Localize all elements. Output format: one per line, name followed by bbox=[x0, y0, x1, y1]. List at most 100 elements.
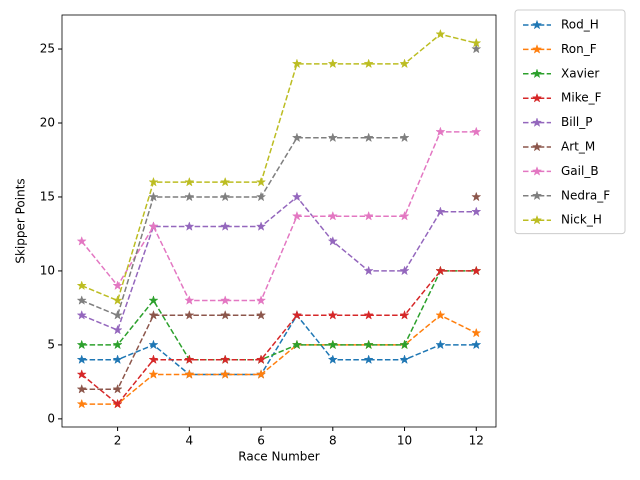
series-line bbox=[81, 270, 477, 361]
point-marker bbox=[399, 132, 410, 143]
point-marker bbox=[220, 309, 231, 320]
legend-marker bbox=[531, 141, 543, 152]
point-marker bbox=[76, 383, 87, 394]
x-tick-label: 6 bbox=[257, 434, 265, 448]
point-marker bbox=[148, 354, 159, 365]
x-tick-label: 8 bbox=[329, 434, 337, 448]
x-axis-label: Race Number bbox=[238, 450, 319, 464]
legend-marker bbox=[531, 166, 543, 176]
point-marker bbox=[184, 295, 195, 305]
point-marker bbox=[220, 221, 231, 231]
legend-marker bbox=[531, 92, 543, 103]
point-marker bbox=[327, 235, 338, 246]
point-marker bbox=[327, 339, 338, 350]
point-marker bbox=[471, 43, 482, 54]
point-marker bbox=[220, 295, 231, 305]
point-marker bbox=[255, 221, 267, 231]
legend-label: Rod_H bbox=[561, 18, 599, 32]
point-marker bbox=[291, 339, 303, 350]
legend-marker bbox=[531, 44, 543, 54]
point-marker bbox=[220, 191, 231, 202]
legend-label: Ron_F bbox=[561, 42, 597, 56]
point-marker bbox=[471, 206, 482, 217]
point-marker bbox=[148, 191, 159, 202]
point-marker bbox=[471, 191, 482, 202]
point-marker bbox=[435, 126, 446, 137]
point-marker bbox=[363, 354, 374, 365]
legend-label: Art_M bbox=[561, 140, 595, 154]
point-marker bbox=[435, 265, 446, 276]
legend-marker bbox=[531, 68, 543, 79]
point-marker bbox=[184, 309, 195, 320]
point-marker bbox=[471, 126, 482, 137]
point-marker bbox=[363, 210, 374, 221]
series-line bbox=[81, 314, 477, 376]
point-marker bbox=[184, 354, 195, 365]
point-marker bbox=[255, 191, 267, 202]
point-marker bbox=[435, 339, 446, 350]
y-tick-label: 5 bbox=[47, 337, 55, 351]
point-marker bbox=[76, 354, 87, 365]
point-marker bbox=[471, 327, 482, 338]
legend-label: Nick_H bbox=[561, 213, 602, 227]
y-tick-label: 0 bbox=[47, 411, 55, 425]
point-marker bbox=[148, 221, 159, 231]
point-marker bbox=[76, 309, 87, 320]
point-marker bbox=[76, 295, 87, 305]
point-marker bbox=[363, 58, 374, 69]
legend-marker bbox=[531, 117, 543, 127]
x-tick-label: 10 bbox=[397, 434, 412, 448]
point-marker bbox=[363, 309, 374, 320]
legend-label: Mike_F bbox=[561, 91, 602, 105]
point-marker bbox=[291, 132, 303, 143]
point-marker bbox=[112, 339, 123, 350]
point-marker bbox=[291, 210, 303, 221]
point-marker bbox=[327, 309, 338, 320]
point-marker bbox=[399, 354, 410, 365]
point-marker bbox=[148, 369, 159, 379]
point-marker bbox=[184, 176, 195, 187]
point-marker bbox=[363, 339, 374, 350]
plot-frame bbox=[61, 14, 497, 428]
point-marker bbox=[255, 295, 267, 305]
point-marker bbox=[291, 309, 303, 320]
x-tick-label: 2 bbox=[114, 434, 122, 448]
point-marker bbox=[255, 354, 267, 365]
point-marker bbox=[112, 383, 123, 394]
point-marker bbox=[76, 398, 87, 409]
point-marker bbox=[291, 58, 303, 69]
point-marker bbox=[399, 309, 410, 320]
point-marker bbox=[112, 354, 123, 365]
series-line bbox=[81, 314, 477, 405]
legend-box bbox=[514, 9, 626, 235]
point-marker bbox=[112, 295, 123, 305]
point-marker bbox=[76, 369, 87, 379]
legend-marker bbox=[531, 190, 543, 201]
point-marker bbox=[220, 354, 231, 365]
point-marker bbox=[363, 265, 374, 276]
point-marker bbox=[471, 339, 482, 350]
point-marker bbox=[255, 309, 267, 320]
point-marker bbox=[327, 210, 338, 221]
point-marker bbox=[435, 28, 446, 39]
legend-label: Nedra_F bbox=[561, 188, 610, 202]
y-tick-label: 10 bbox=[40, 263, 55, 277]
point-marker bbox=[112, 398, 123, 409]
point-marker bbox=[435, 206, 446, 217]
series-line bbox=[81, 131, 477, 302]
point-marker bbox=[148, 309, 159, 320]
y-tick-label: 15 bbox=[40, 189, 55, 203]
point-marker bbox=[148, 339, 159, 350]
legend-marker bbox=[531, 214, 543, 225]
point-marker bbox=[184, 369, 195, 379]
point-marker bbox=[435, 309, 446, 320]
y-axis-label: Skipper Points bbox=[14, 178, 28, 263]
point-marker bbox=[76, 339, 87, 350]
point-marker bbox=[112, 324, 123, 335]
point-marker bbox=[184, 221, 195, 231]
point-marker bbox=[471, 37, 482, 48]
x-tick-label: 4 bbox=[186, 434, 194, 448]
legend-marker bbox=[531, 19, 543, 30]
point-marker bbox=[399, 265, 410, 276]
